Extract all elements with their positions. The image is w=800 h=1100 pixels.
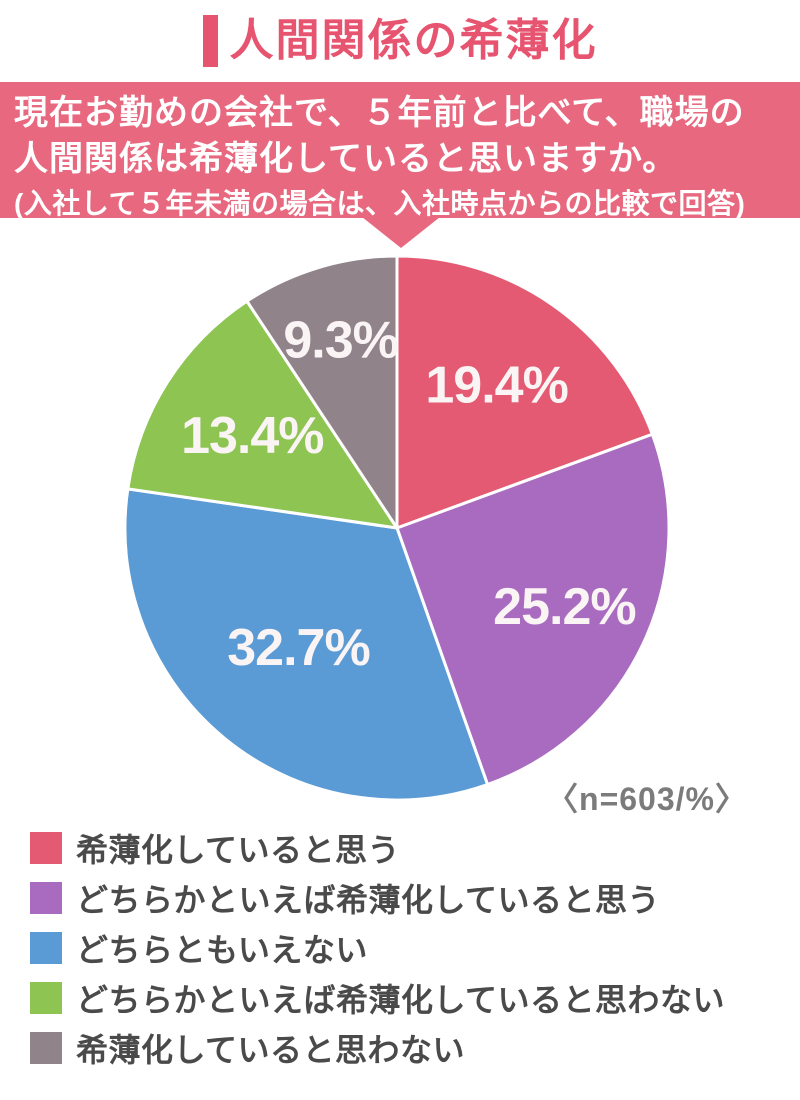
legend-swatch xyxy=(30,932,62,964)
page-title: 人間関係の希薄化 xyxy=(229,16,598,65)
legend-item: どちらかといえば希薄化していると思う xyxy=(30,882,725,918)
sample-size-note: 〈n=603/%〉 xyxy=(546,781,748,817)
legend-swatch xyxy=(30,882,62,914)
legend-item: 希薄化していると思わない xyxy=(30,1032,725,1068)
pie-slice-label-0: 19.4% xyxy=(425,356,567,414)
legend-label: どちらかといえば希薄化していると思う xyxy=(76,882,661,918)
pie-slice-2 xyxy=(123,487,490,802)
pie-slice-label-4: 9.3% xyxy=(283,312,398,370)
pie-chart: 19.4% 25.2% 32.7% 13.4% 9.3% xyxy=(123,254,671,802)
legend-swatch xyxy=(30,832,62,864)
pie-slice-label-1: 25.2% xyxy=(493,578,635,636)
page-header: 人間関係の希薄化 xyxy=(0,0,800,82)
pie-slice-label-3: 13.4% xyxy=(181,407,323,465)
legend-item: どちらともいえない xyxy=(30,932,725,968)
legend-label: 希薄化していると思わない xyxy=(76,1032,466,1068)
question-line-1: 現在お勤めの会社で、５年前と比べて、職場の xyxy=(14,94,745,132)
question-line-2: 人間関係は希薄化していると思いますか。 xyxy=(14,140,678,178)
legend-item: 希薄化していると思う xyxy=(30,832,725,868)
legend-swatch xyxy=(30,1032,62,1064)
pie-slice-4 xyxy=(245,254,399,530)
pie-slice-1 xyxy=(395,432,671,786)
chart-legend: 希薄化していると思う どちらかといえば希薄化していると思う どちらともいえない … xyxy=(30,832,725,1082)
legend-item: どちらかといえば希薄化していると思わない xyxy=(30,982,725,1018)
pie-slice-label-2: 32.7% xyxy=(227,619,369,677)
legend-label: 希薄化していると思う xyxy=(76,832,401,868)
pie-slice-3 xyxy=(126,299,399,530)
banner-pointer-arrow xyxy=(362,217,440,248)
pie-slice-0 xyxy=(395,254,654,530)
question-line-3: (入社して５年未満の場合は、入社時点からの比較で回答) xyxy=(14,188,746,219)
legend-label: どちらかといえば希薄化していると思わない xyxy=(76,982,726,1018)
title-accent-bar xyxy=(202,15,218,67)
question-banner: 現在お勤めの会社で、５年前と比べて、職場の 人間関係は希薄化していると思いますか… xyxy=(0,82,800,219)
legend-swatch xyxy=(30,982,62,1014)
legend-label: どちらともいえない xyxy=(76,932,368,968)
